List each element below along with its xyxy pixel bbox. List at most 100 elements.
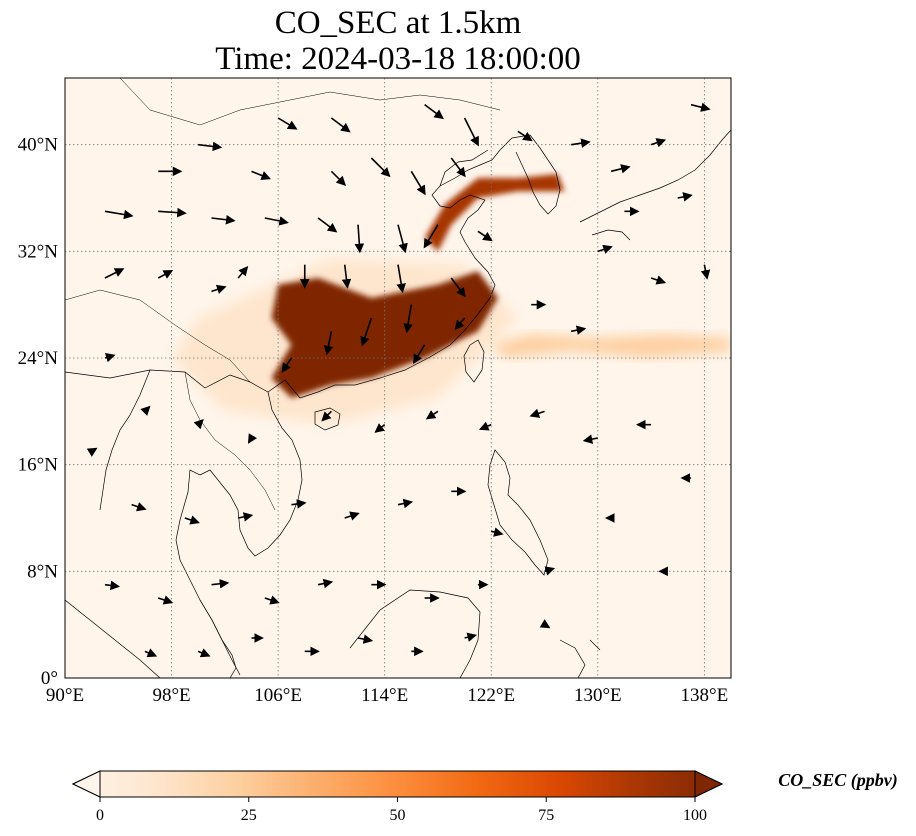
wind-arrow xyxy=(357,634,374,644)
lon-tick-label: 114°E xyxy=(361,685,408,706)
lat-tick-label: 16°N xyxy=(18,455,59,476)
wind-arrow xyxy=(321,410,332,422)
plume-pacific-outflow xyxy=(491,334,731,358)
coastline-hainan xyxy=(314,407,341,431)
coastline-malaya xyxy=(199,599,237,678)
latitude-tick-labels: 0° 8°N 16°N 24°N 32°N 40°N xyxy=(18,135,59,689)
wind-arrow xyxy=(450,157,466,178)
wind-arrow xyxy=(157,595,174,605)
border-inland-1 xyxy=(119,78,501,126)
lon-tick-label: 122°E xyxy=(467,685,515,706)
coastline-japan xyxy=(579,129,731,241)
coastline-mainland xyxy=(65,134,531,399)
wind-arrow xyxy=(396,264,406,294)
wind-arrow xyxy=(158,207,187,218)
wind-arrow xyxy=(463,117,479,147)
colorbar-tick-label: 50 xyxy=(390,807,406,824)
coastline-sulawesi xyxy=(559,639,601,678)
wind-arrow xyxy=(397,224,408,254)
wind-arrow xyxy=(211,214,236,225)
wind-arrow xyxy=(491,527,504,537)
wind-vectors xyxy=(86,102,711,658)
colorbar-label: CO_SEC (ppbv) xyxy=(778,770,898,791)
wind-arrow xyxy=(597,244,613,254)
title-line-1: CO_SEC at 1.5km xyxy=(274,5,522,41)
plume-north-china-coast xyxy=(424,174,565,252)
wind-arrow xyxy=(104,353,116,363)
wind-arrow xyxy=(529,408,545,418)
wind-arrow xyxy=(690,102,711,112)
wind-arrow xyxy=(211,578,230,589)
wind-arrow xyxy=(140,405,151,416)
wind-arrow xyxy=(478,421,492,431)
lon-tick-label: 138°E xyxy=(681,685,729,706)
lat-tick-label: 8°N xyxy=(27,561,58,582)
map-frame xyxy=(64,77,732,679)
wind-arrow xyxy=(477,230,493,242)
colorbar-max-extension xyxy=(694,770,724,798)
wind-arrow xyxy=(193,419,204,430)
coastline-korea xyxy=(515,134,561,215)
coastline-borneo xyxy=(349,589,481,678)
wind-arrow xyxy=(247,433,258,444)
coastline-sumatra xyxy=(65,599,161,678)
wind-arrow xyxy=(131,502,147,512)
wind-arrow xyxy=(344,511,360,521)
wind-arrow xyxy=(403,304,413,334)
wind-arrow xyxy=(144,648,158,658)
title-line-2: Time: 2024-03-18 18:00:00 xyxy=(215,41,581,77)
wind-arrow xyxy=(700,264,711,280)
colorbar-ticks: 0 25 50 75 100 xyxy=(96,797,707,824)
lon-tick-label: 130°E xyxy=(574,685,622,706)
coastline-burma xyxy=(99,369,151,511)
wind-arrow xyxy=(360,317,373,347)
wind-arrow xyxy=(450,277,466,298)
wind-arrow xyxy=(425,410,439,420)
wind-arrow xyxy=(423,224,439,249)
wind-arrow xyxy=(571,325,587,335)
coastline-bohai xyxy=(439,149,489,187)
wind-arrow xyxy=(264,216,289,226)
lon-tick-label: 106°E xyxy=(254,685,302,706)
wind-arrow xyxy=(571,138,591,148)
wind-arrow xyxy=(237,265,249,279)
wind-arrow xyxy=(424,104,444,120)
wind-arrow xyxy=(317,217,338,233)
wind-arrow xyxy=(374,423,386,433)
wind-arrow xyxy=(86,447,98,457)
wind-arrow xyxy=(517,130,533,142)
coastline-taiwan xyxy=(463,339,485,383)
wind-arrow xyxy=(464,632,477,642)
wind-arrow xyxy=(238,512,254,522)
wind-arrow xyxy=(157,270,174,279)
wind-arrow xyxy=(454,317,466,331)
wind-arrow xyxy=(330,170,347,186)
lat-tick-label: 40°N xyxy=(18,135,59,156)
wind-arrow xyxy=(251,170,271,181)
lat-tick-label: 24°N xyxy=(18,348,59,369)
wind-arrow xyxy=(104,268,125,279)
wind-arrow xyxy=(341,264,352,289)
wind-arrow xyxy=(184,515,200,525)
wind-arrow xyxy=(323,331,334,356)
wind-arrow xyxy=(317,578,334,589)
colorbar: 0 25 50 75 100 CO_SEC (ppbv) xyxy=(71,770,898,824)
coastline-indochina xyxy=(175,391,303,676)
wind-arrow xyxy=(211,284,227,294)
wind-arrow xyxy=(370,157,391,178)
colorbar-tick-label: 75 xyxy=(538,807,554,824)
wind-arrow xyxy=(413,344,426,365)
wind-arrow xyxy=(539,619,551,629)
wind-arrow xyxy=(410,170,426,196)
coastline-philippines xyxy=(487,449,549,576)
colorbar-min-extension xyxy=(71,770,101,798)
lat-tick-label: 32°N xyxy=(18,241,59,262)
wind-arrow xyxy=(264,595,280,605)
colorbar-tick-label: 25 xyxy=(241,807,257,824)
wind-arrow xyxy=(677,192,693,202)
colorbar-bar xyxy=(71,770,724,798)
map-area xyxy=(64,77,732,679)
lon-tick-label: 98°E xyxy=(152,685,190,706)
wind-arrow xyxy=(650,275,667,285)
